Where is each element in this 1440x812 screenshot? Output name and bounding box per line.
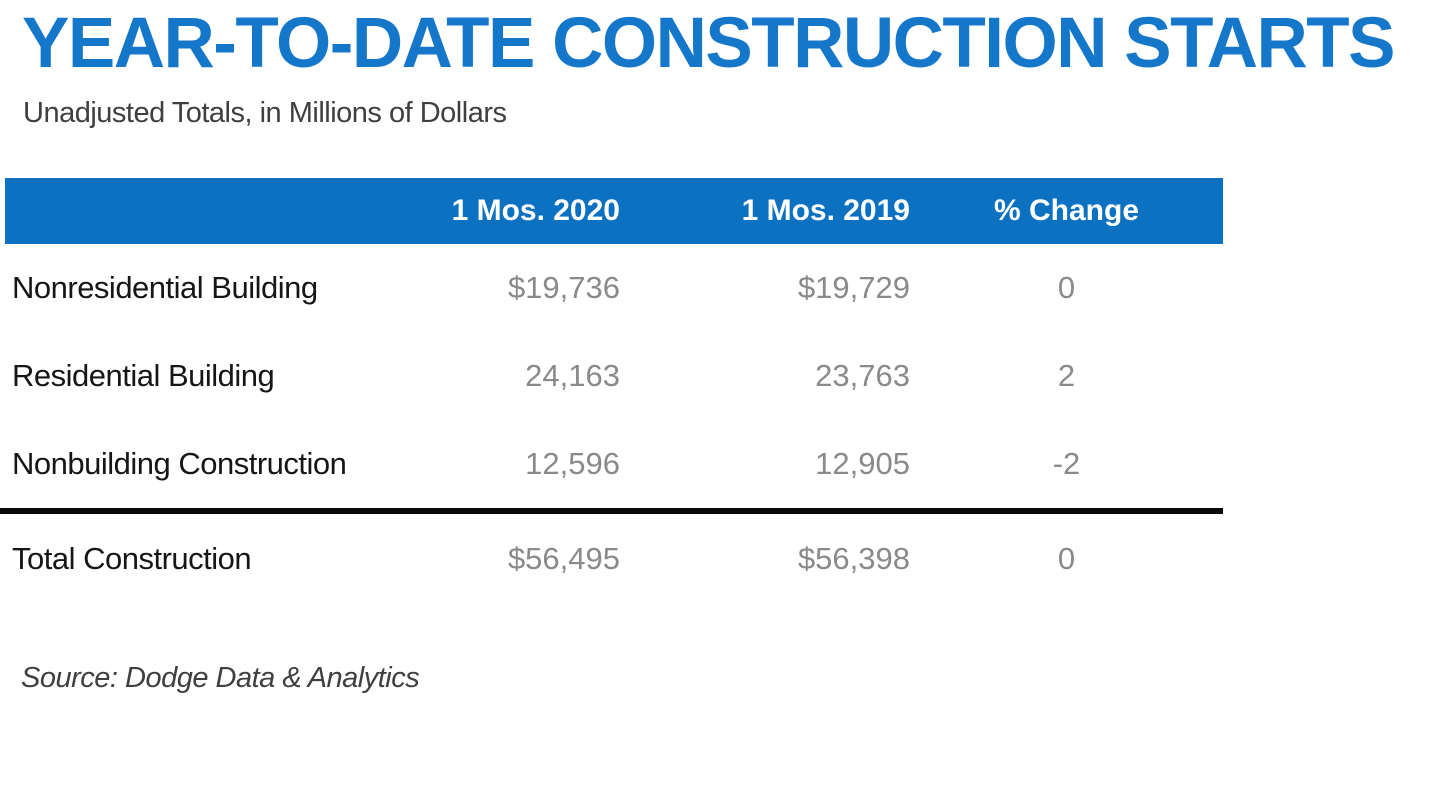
value-pct-change: -2 <box>1052 446 1081 481</box>
value-2020: $19,736 <box>507 270 620 305</box>
construction-starts-table: 1 Mos. 2020 1 Mos. 2019 % Change Nonresi… <box>0 178 1223 604</box>
page-subtitle: Unadjusted Totals, in Millions of Dollar… <box>23 97 507 129</box>
value-pct-change: 0 <box>1057 270 1076 305</box>
value-2020: 24,163 <box>525 358 620 393</box>
table-header-row: 1 Mos. 2020 1 Mos. 2019 % Change <box>5 178 1223 244</box>
table-row-nonresidential: Nonresidential Building $19,736 $19,729 … <box>0 244 1223 332</box>
row-label: Total Construction <box>12 541 252 576</box>
value-2020: $56,495 <box>507 541 620 576</box>
column-header-1-mos-2020: 1 Mos. 2020 <box>451 194 620 227</box>
value-2019: 23,763 <box>815 358 910 393</box>
total-divider-rule <box>0 508 1223 514</box>
row-label: Nonbuilding Construction <box>12 446 347 481</box>
value-2019: 12,905 <box>815 446 910 481</box>
value-2020: 12,596 <box>525 446 620 481</box>
row-label: Residential Building <box>12 358 275 393</box>
table-row-residential: Residential Building 24,163 23,763 2 <box>0 332 1223 420</box>
page-title: YEAR-TO-DATE CONSTRUCTION STARTS <box>22 4 1395 83</box>
value-2019: $19,729 <box>797 270 910 305</box>
row-label: Nonresidential Building <box>12 270 318 305</box>
column-header-1-mos-2019: 1 Mos. 2019 <box>741 194 910 227</box>
column-header-pct-change: % Change <box>993 194 1140 227</box>
table-total-row: Total Construction $56,495 $56,398 0 <box>0 514 1223 604</box>
value-2019: $56,398 <box>797 541 910 576</box>
table-row-nonbuilding: Nonbuilding Construction 12,596 12,905 -… <box>0 420 1223 508</box>
value-pct-change: 2 <box>1057 358 1076 393</box>
source-note: Source: Dodge Data & Analytics <box>21 662 420 694</box>
value-pct-change: 0 <box>1057 541 1076 576</box>
